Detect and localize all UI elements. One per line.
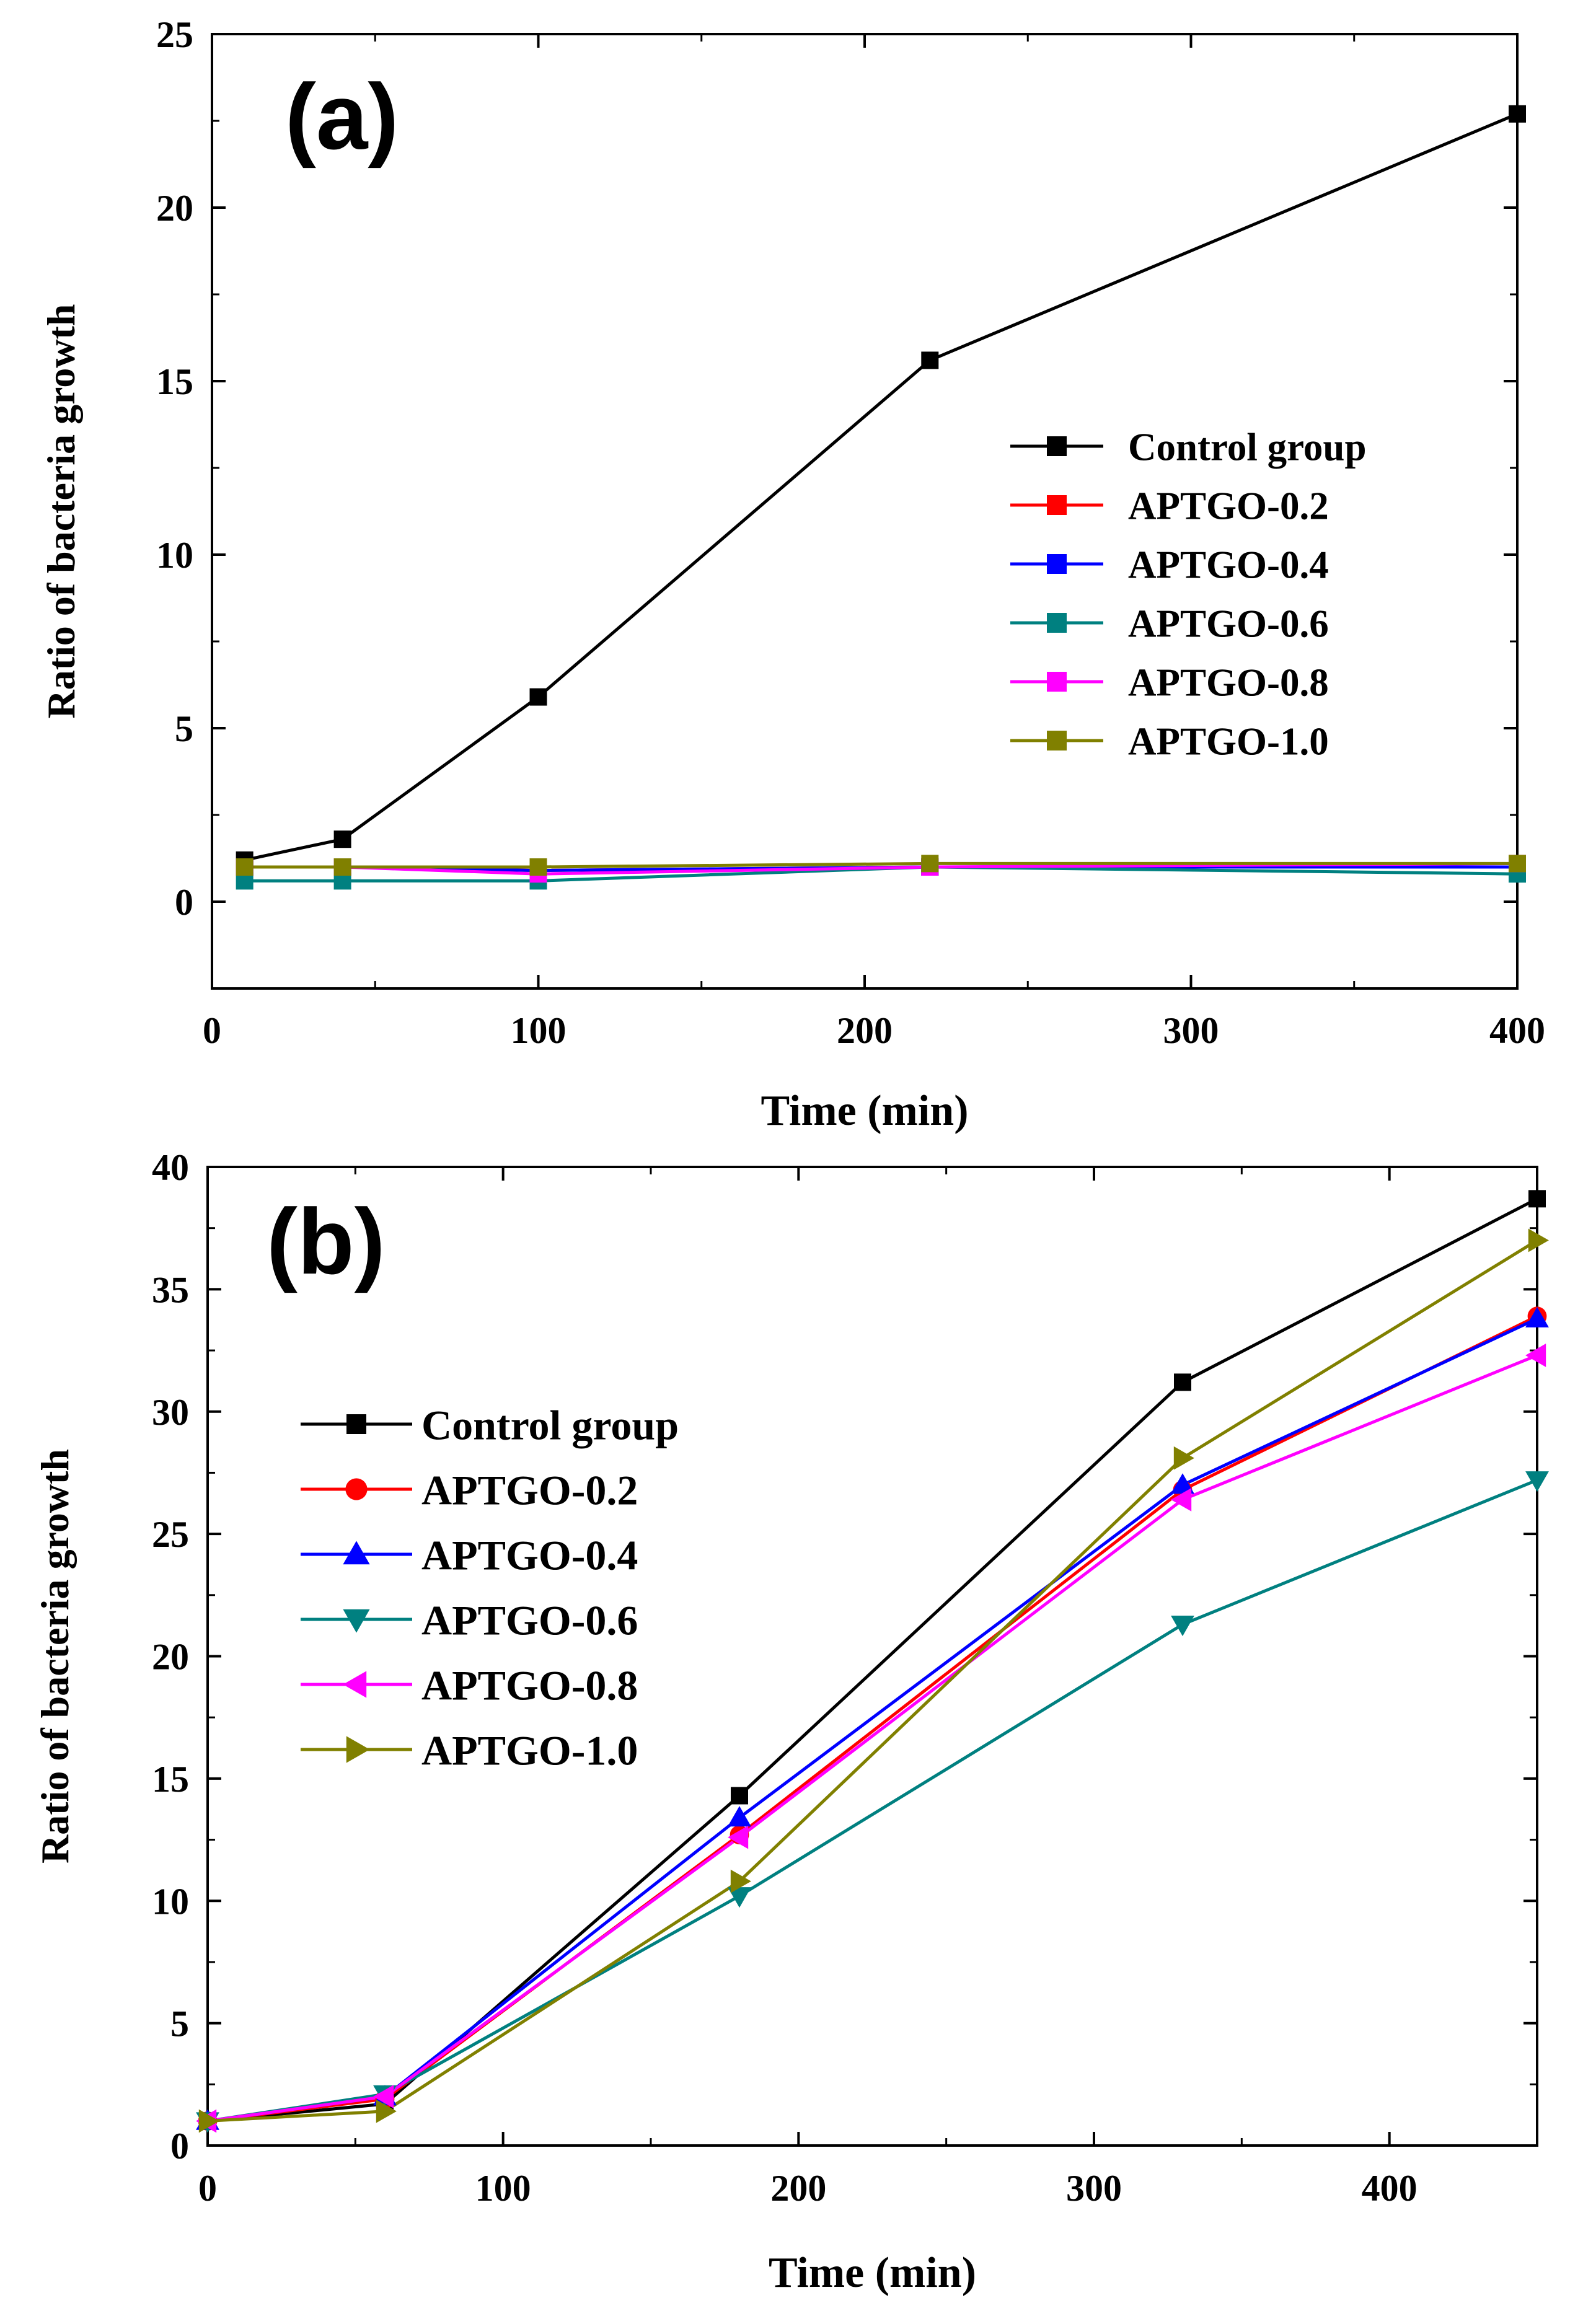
legend: Control group APTGO-0.2 APTGO-0.4 APTGO-0.6… — [1010, 426, 1367, 764]
legend-label-aptgo-0-4: APTGO-0.4 — [421, 1531, 638, 1578]
data-point-aptgo-0-8 — [1171, 1487, 1192, 1512]
data-point-control-group — [1509, 105, 1526, 123]
data-point-control-group — [529, 688, 547, 706]
x-tick-label: 300 — [1163, 1010, 1219, 1051]
data-point-aptgo-0-4 — [1171, 1473, 1194, 1494]
y-tick-label: 5 — [170, 2004, 189, 2045]
y-tick-label: 40 — [152, 1147, 189, 1188]
chart-panel-b: 0 100 200 300 400 0 5 10 15 20 25 30 35 40 Time (min) R… — [33, 1147, 1549, 2297]
x-tick-label: 200 — [837, 1010, 893, 1051]
y-tick-label: 5 — [175, 708, 193, 749]
data-point-aptgo-0-6 — [728, 1887, 751, 1908]
x-tick-label: 100 — [511, 1010, 567, 1051]
x-tick-label: 400 — [1362, 2168, 1418, 2209]
y-tick-label: 10 — [156, 535, 193, 576]
data-point-control-group — [921, 351, 939, 369]
legend-label-aptgo-0-8: APTGO-0.8 — [1128, 661, 1329, 705]
chart-panel-a: 0 100 200 300 400 0 5 10 15 20 25 Time (min) Ratio o… — [39, 14, 1545, 1135]
legend-label-aptgo-0-4: APTGO-0.4 — [1128, 544, 1329, 587]
data-point-control-group — [731, 1787, 748, 1805]
y-tick-label: 20 — [152, 1637, 189, 1678]
legend-label-control-group: Control group — [421, 1401, 679, 1448]
data-point-aptgo-1-0 — [376, 2099, 397, 2123]
legend-marker-aptgo-1-0 — [1047, 731, 1067, 750]
legend: Control group APTGO-0.2 APTGO-0.4 APTGO-0.6… — [301, 1401, 679, 1774]
y-axis-label: Ratio of bacteria growth — [33, 1449, 77, 1864]
x-tick-label: 0 — [203, 1010, 221, 1051]
legend-label-aptgo-1-0: APTGO-1.0 — [421, 1727, 638, 1774]
x-tick-label: 300 — [1066, 2168, 1122, 2209]
data-point-control-group — [1528, 1190, 1546, 1208]
legend-label-aptgo-0-2: APTGO-0.2 — [421, 1466, 638, 1513]
legend-marker-aptgo-0-8 — [1047, 672, 1067, 692]
legend-marker-aptgo-0-2 — [345, 1478, 368, 1500]
panel-label: (b) — [267, 1189, 386, 1293]
data-point-aptgo-1-0 — [333, 858, 351, 876]
data-point-aptgo-1-0 — [1528, 1228, 1549, 1252]
data-point-aptgo-0-8 — [373, 2085, 394, 2108]
data-point-aptgo-0-4 — [728, 1806, 751, 1827]
y-axis-label: Ratio of bacteria growth — [39, 304, 83, 719]
x-tick-label: 0 — [198, 2168, 217, 2209]
legend-marker-aptgo-0-2 — [1047, 495, 1067, 515]
y-tick-label: 0 — [170, 2126, 189, 2167]
y-tick-label: 20 — [156, 188, 193, 229]
data-point-aptgo-1-0 — [529, 858, 547, 876]
data-point-aptgo-1-0 — [1509, 855, 1526, 873]
legend-label-aptgo-0-6: APTGO-0.6 — [421, 1596, 638, 1644]
y-tick-label: 10 — [152, 1881, 189, 1922]
data-point-aptgo-1-0 — [198, 2109, 219, 2133]
x-axis-label: Time (min) — [769, 2249, 976, 2297]
legend-marker-aptgo-0-6 — [1047, 613, 1067, 633]
data-point-control-group — [333, 830, 351, 848]
x-tick-label: 200 — [770, 2168, 826, 2209]
y-tick-label: 25 — [152, 1514, 189, 1555]
data-point-aptgo-1-0 — [921, 855, 939, 873]
legend-marker-control-group — [346, 1414, 366, 1434]
x-tick-label: 100 — [475, 2168, 531, 2209]
y-tick-label: 25 — [156, 14, 193, 55]
legend-marker-control-group — [1047, 436, 1067, 456]
panel-label: (a) — [285, 64, 399, 169]
data-point-aptgo-1-0 — [236, 858, 254, 876]
legend-label-aptgo-0-6: APTGO-0.6 — [1128, 602, 1329, 646]
y-tick-label: 0 — [175, 882, 193, 923]
data-point-aptgo-0-8 — [728, 1825, 749, 1849]
legend-marker-aptgo-0-6 — [343, 1609, 370, 1633]
data-point-aptgo-1-0 — [730, 1869, 751, 1893]
legend-marker-aptgo-1-0 — [346, 1736, 370, 1763]
legend-label-aptgo-1-0: APTGO-1.0 — [1128, 720, 1329, 764]
legend-label-aptgo-0-2: APTGO-0.2 — [1128, 485, 1329, 528]
data-point-aptgo-0-4 — [1525, 1306, 1549, 1327]
data-point-aptgo-0-6 — [1525, 1471, 1549, 1492]
x-tick-label: 400 — [1489, 1010, 1545, 1051]
y-tick-label: 15 — [152, 1759, 189, 1800]
legend-label-aptgo-0-8: APTGO-0.8 — [421, 1662, 638, 1709]
y-tick-label: 15 — [156, 361, 193, 402]
y-tick-label: 30 — [152, 1392, 189, 1433]
legend-marker-aptgo-0-4 — [1047, 554, 1067, 574]
legend-marker-aptgo-0-8 — [343, 1671, 367, 1698]
legend-label-control-group: Control group — [1128, 426, 1367, 469]
data-point-aptgo-1-0 — [1173, 1446, 1194, 1470]
data-point-aptgo-0-8 — [1525, 1344, 1546, 1367]
x-axis-label: Time (min) — [761, 1087, 968, 1135]
data-point-aptgo-0-6 — [1171, 1616, 1194, 1637]
legend-marker-aptgo-0-4 — [343, 1541, 370, 1565]
y-tick-label: 35 — [152, 1269, 189, 1310]
data-point-control-group — [1174, 1373, 1191, 1391]
